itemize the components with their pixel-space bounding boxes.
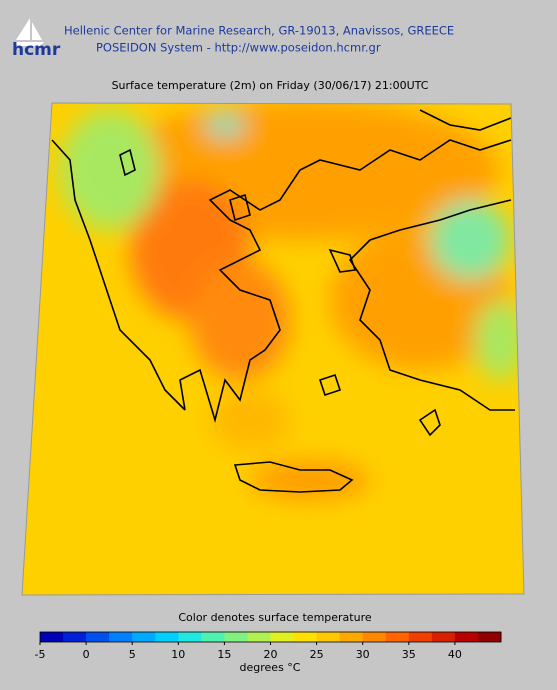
colorbar-tick-label: 40	[448, 648, 462, 661]
colorbar-segment	[408, 632, 433, 642]
colorbar-tick-label: 0	[83, 648, 90, 661]
header-line: POSEIDON System - http://www.poseidon.hc…	[96, 41, 381, 55]
colorbar-segment	[109, 632, 133, 642]
colorbar-segment	[385, 632, 410, 642]
colorbar-tick-label: 5	[129, 648, 136, 661]
colorbar-segment	[270, 632, 295, 642]
coastline	[51, 109, 515, 493]
map-title: Surface temperature (2m) on Friday (30/0…	[112, 79, 429, 92]
colorbar-segment	[316, 632, 341, 642]
colorbar-segment	[431, 632, 456, 642]
colorbar-segment	[224, 632, 248, 642]
colorbar-tick-label: 10	[171, 648, 185, 661]
colorbar-tick-label: 25	[310, 648, 324, 661]
map	[22, 103, 524, 595]
colorbar-segment	[40, 632, 64, 642]
colorbar-unit: degrees °C	[240, 661, 301, 674]
colorbar-segment	[362, 632, 387, 642]
colorbar-segment	[247, 632, 271, 642]
colorbar-segment	[86, 632, 110, 642]
logo: hcmr	[12, 18, 61, 60]
colorbar-segment	[339, 632, 364, 642]
colorbar: -5 0 5 10 15 20 25 30 35 40	[35, 631, 502, 661]
logo-text: hcmr	[12, 40, 61, 60]
header-line: Hellenic Center for Marine Research, GR-…	[64, 24, 454, 38]
colorbar-tick-label: 35	[402, 648, 416, 661]
colorbar-segment	[454, 632, 479, 642]
colorbar-segment	[178, 632, 202, 642]
colorbar-segment	[63, 632, 87, 642]
colorbar-label: Color denotes surface temperature	[178, 611, 372, 624]
colorbar-segment	[201, 632, 225, 642]
colorbar-segment	[293, 632, 318, 642]
colorbar-segment	[155, 632, 179, 642]
colorbar-segment	[132, 632, 156, 642]
map-frame	[21, 102, 525, 596]
colorbar-tick-label: 20	[264, 648, 278, 661]
colorbar-tick-label: 15	[217, 648, 231, 661]
colorbar-tick-label: 30	[356, 648, 370, 661]
colorbar-segment	[477, 632, 502, 642]
colorbar-tick-label: -5	[35, 648, 46, 661]
